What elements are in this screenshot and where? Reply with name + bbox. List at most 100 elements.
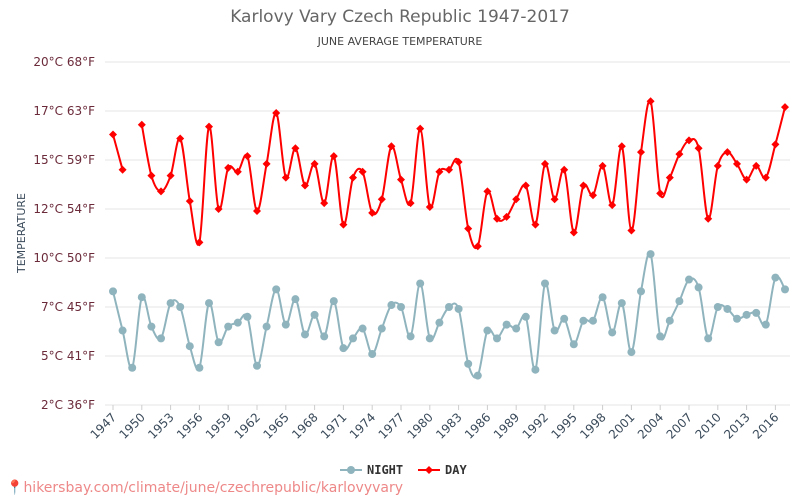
night-point xyxy=(416,279,425,288)
night-point xyxy=(243,312,252,321)
day-point xyxy=(531,220,540,229)
footer-link[interactable]: 📍hikersbay.com/climate/june/czechrepubli… xyxy=(6,480,403,496)
y-tick-label: 7°C 45°F xyxy=(41,300,95,314)
day-legend-icon xyxy=(425,466,433,474)
day-point xyxy=(349,173,357,182)
day-point xyxy=(502,212,511,221)
night-point xyxy=(224,322,233,331)
y-tick-label: 17°C 63°F xyxy=(33,104,95,118)
day-point xyxy=(176,134,185,143)
x-tick-label: 1956 xyxy=(174,410,205,441)
day-series-line xyxy=(112,134,124,171)
night-point xyxy=(233,318,242,327)
y-tick-label: 10°C 50°F xyxy=(33,251,95,265)
footer-url: hikersbay.com/climate/june/czechrepublic… xyxy=(23,480,404,496)
day-point xyxy=(397,175,405,184)
night-point xyxy=(291,295,300,304)
day-point xyxy=(406,199,415,208)
night-point xyxy=(694,283,703,292)
night-point xyxy=(320,332,329,341)
x-tick-label: 2010 xyxy=(692,410,723,441)
night-point xyxy=(665,316,674,325)
day-point xyxy=(329,152,338,161)
night-point xyxy=(272,285,281,294)
day-point xyxy=(272,108,281,117)
day-point xyxy=(608,201,617,210)
night-point xyxy=(329,297,338,306)
day-point xyxy=(483,187,492,196)
x-tick-label: 1959 xyxy=(203,410,234,441)
night-point xyxy=(531,365,540,374)
day-point xyxy=(224,163,233,172)
day-point xyxy=(704,214,713,223)
x-tick-label: 1968 xyxy=(289,410,320,441)
night-point xyxy=(397,303,405,311)
night-series-line xyxy=(112,251,786,379)
x-tick-label: 1962 xyxy=(232,410,263,441)
night-point xyxy=(166,299,175,308)
day-point xyxy=(253,206,261,215)
day-point xyxy=(761,173,770,182)
day-point xyxy=(646,97,655,106)
day-point xyxy=(368,208,377,217)
day-legend-label: DAY xyxy=(445,463,467,477)
night-point xyxy=(742,310,751,319)
x-tick-label: 1992 xyxy=(520,410,551,441)
night-point xyxy=(109,287,117,296)
day-point xyxy=(185,197,194,206)
night-point xyxy=(262,322,271,331)
x-tick-label: 1971 xyxy=(318,410,349,441)
day-point xyxy=(137,120,146,129)
x-tick-label: 2016 xyxy=(750,410,781,441)
day-point xyxy=(521,181,530,190)
night-point xyxy=(483,326,492,335)
night-point xyxy=(685,275,693,284)
night-point xyxy=(464,359,473,368)
day-point xyxy=(454,157,463,166)
day-point xyxy=(262,159,271,168)
x-tick-label: 1953 xyxy=(145,410,176,441)
day-point xyxy=(560,165,569,174)
night-point xyxy=(157,334,165,343)
day-point xyxy=(310,159,319,168)
night-point xyxy=(761,320,770,329)
day-point xyxy=(637,148,645,157)
night-point xyxy=(617,299,626,308)
night-point xyxy=(560,314,569,323)
night-point xyxy=(627,348,636,357)
night-point xyxy=(349,334,357,343)
day-point xyxy=(589,191,597,200)
night-point xyxy=(205,299,213,308)
day-point xyxy=(742,175,751,184)
night-point xyxy=(137,293,146,302)
day-point xyxy=(569,228,578,237)
day-point xyxy=(723,148,732,157)
night-point xyxy=(339,344,348,353)
day-point xyxy=(435,167,444,176)
day-point xyxy=(627,226,636,235)
x-tick-label: 1950 xyxy=(116,410,147,441)
day-point xyxy=(377,195,386,204)
night-point xyxy=(675,297,684,306)
x-tick-label: 2001 xyxy=(606,410,637,441)
night-legend-icon xyxy=(347,466,355,474)
night-point xyxy=(473,371,482,380)
night-point xyxy=(704,334,713,343)
night-legend-label: NIGHT xyxy=(367,463,403,477)
day-point xyxy=(109,130,117,139)
night-point xyxy=(118,326,127,335)
day-point xyxy=(358,167,367,176)
night-point xyxy=(752,308,761,317)
night-point xyxy=(771,273,780,282)
y-tick-label: 15°C 59°F xyxy=(33,153,95,167)
x-tick-label: 1947 xyxy=(88,410,119,441)
day-point xyxy=(416,124,425,133)
night-point xyxy=(195,363,204,372)
night-point xyxy=(637,287,645,296)
x-tick-label: 1983 xyxy=(433,410,464,441)
night-point xyxy=(656,332,665,341)
night-point xyxy=(185,342,194,351)
night-point xyxy=(368,350,377,359)
day-point xyxy=(157,187,165,196)
x-tick-label: 1977 xyxy=(376,410,407,441)
